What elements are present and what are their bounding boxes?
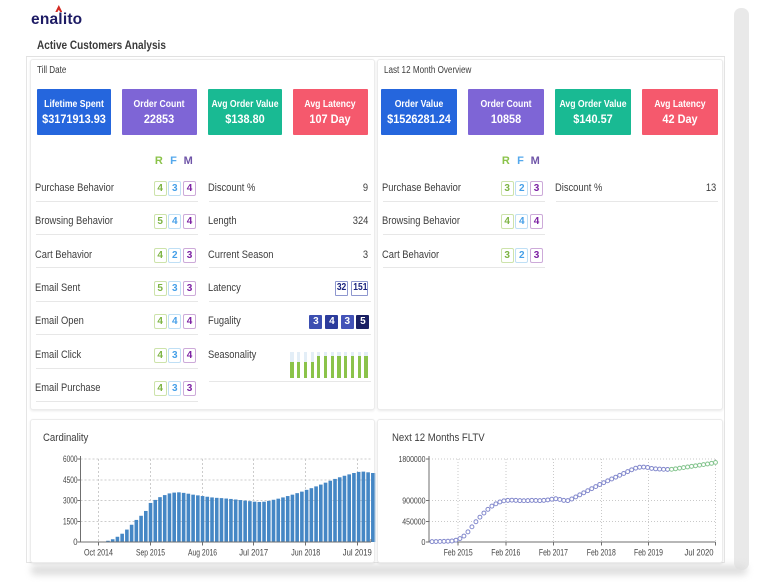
svg-text:Feb 2017: Feb 2017: [539, 548, 568, 559]
svg-text:0: 0: [73, 537, 77, 547]
svg-text:900000: 900000: [402, 496, 426, 506]
svg-text:450000: 450000: [402, 516, 426, 526]
svg-text:0: 0: [421, 537, 425, 547]
svg-text:Feb 2019: Feb 2019: [634, 548, 663, 559]
svg-text:Feb 2018: Feb 2018: [587, 548, 616, 559]
svg-text:Feb 2016: Feb 2016: [491, 548, 520, 559]
svg-text:1800000: 1800000: [399, 454, 426, 464]
svg-text:Jul 2017: Jul 2017: [239, 548, 268, 559]
svg-text:6000: 6000: [63, 454, 78, 464]
svg-text:1500: 1500: [63, 516, 78, 526]
svg-text:4500: 4500: [63, 475, 78, 485]
svg-text:Jul 2019: Jul 2019: [343, 548, 372, 559]
svg-text:Oct 2014: Oct 2014: [84, 548, 113, 559]
svg-text:Jul 2020: Jul 2020: [685, 548, 714, 559]
svg-text:3000: 3000: [63, 496, 78, 506]
svg-text:Sep 2015: Sep 2015: [136, 548, 165, 559]
svg-text:Aug 2016: Aug 2016: [188, 548, 217, 559]
svg-text:Jun 2018: Jun 2018: [291, 548, 320, 559]
svg-text:Feb 2015: Feb 2015: [444, 548, 473, 559]
